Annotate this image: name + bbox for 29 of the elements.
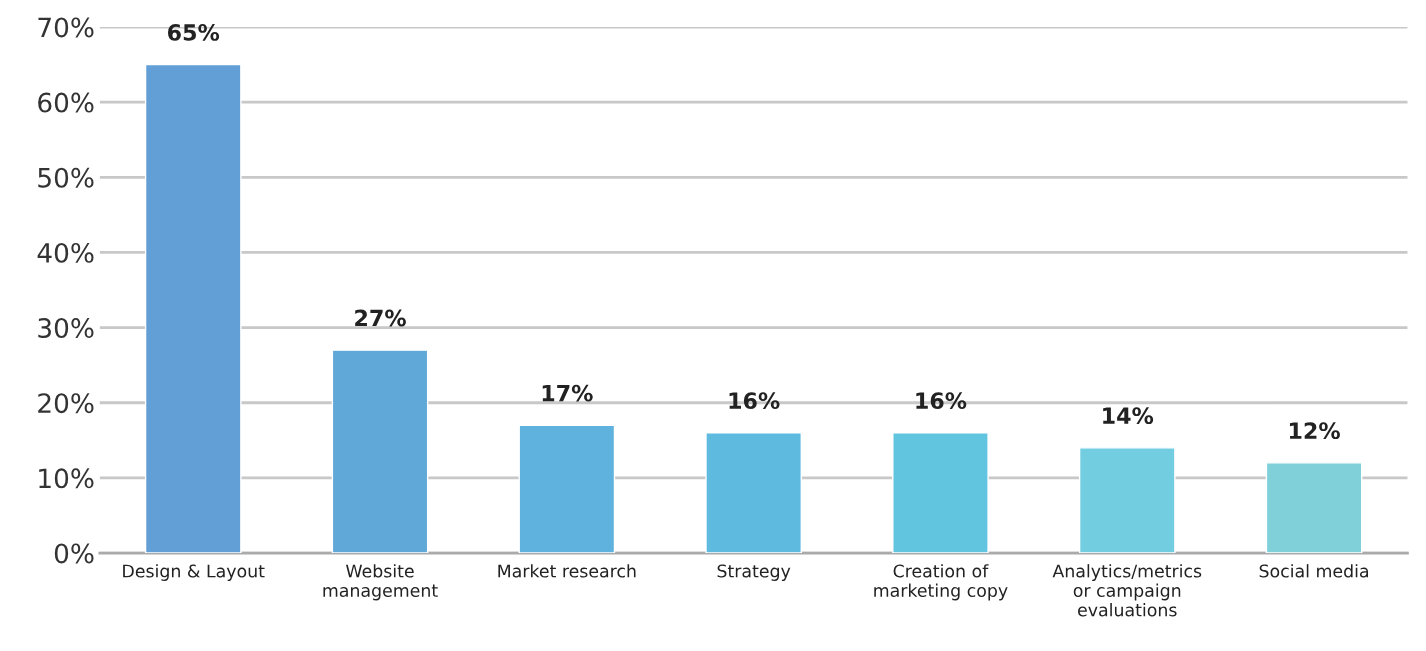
- bar: [1078, 447, 1176, 554]
- x-tick-label: Social media: [1259, 564, 1369, 578]
- bar: [705, 432, 802, 554]
- x-tick-label: Creation of marketing copy: [874, 564, 1008, 601]
- data-label: 17%: [542, 384, 593, 402]
- data-label: 14%: [1103, 407, 1154, 425]
- data-label: 27%: [355, 309, 406, 327]
- bar: [1265, 462, 1363, 554]
- x-tick-label: Analytics/metrics or campaign evaluations: [1052, 564, 1202, 617]
- y-tick-label: 20%: [38, 393, 94, 414]
- y-tick-label: 70%: [38, 17, 94, 38]
- x-tick-label: Market research: [498, 564, 636, 578]
- y-tick-label: 30%: [38, 318, 94, 338]
- x-tick-label: Design & Layout: [123, 564, 265, 581]
- y-tick-label: 50%: [38, 167, 94, 188]
- y-tick-label: 0%: [54, 543, 94, 564]
- bar: [518, 424, 616, 554]
- bar: [144, 63, 242, 554]
- data-label: 16%: [916, 392, 967, 410]
- x-tick-label: Strategy: [717, 564, 791, 581]
- y-tick-label: 60%: [38, 92, 94, 113]
- y-tick-label: 40%: [37, 242, 94, 263]
- data-label: 16%: [729, 392, 780, 410]
- y-tick-label: 10%: [39, 468, 94, 489]
- bar: [331, 349, 429, 554]
- data-label: 12%: [1289, 422, 1340, 440]
- bar: [892, 432, 989, 554]
- data-label: 65%: [168, 24, 220, 41]
- x-tick-label: Website management: [323, 564, 438, 601]
